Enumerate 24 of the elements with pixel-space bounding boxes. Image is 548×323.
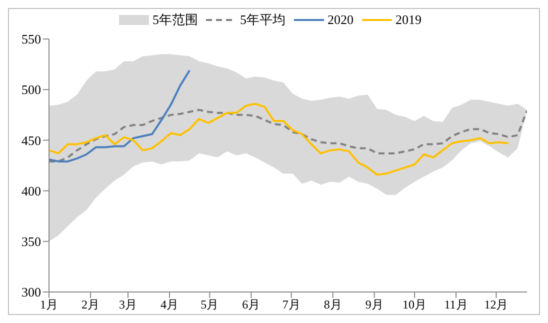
y-tick-label: 450 [22,132,41,148]
x-tick-label: 10月 [402,298,427,312]
legend-label: 5年平均 [240,11,286,29]
y-tick-label: 300 [22,284,41,300]
x-tick-label: 7月 [282,298,300,312]
y-tick-label: 500 [22,82,41,98]
x-tick-label: 5月 [200,298,219,312]
y-tick-label: 400 [22,183,41,198]
x-tick-label: 8月 [324,298,342,312]
x-tick-label: 12月 [484,298,508,312]
y-tick-label: 550 [22,32,41,47]
line-series [49,69,191,162]
x-tick-label: 1月 [40,298,58,312]
x-tick-label: 4月 [160,298,179,312]
x-tick-label: 6月 [242,298,260,312]
x-tick-label: 2月 [82,298,100,312]
legend-label: 2020 [328,12,354,28]
x-tick-label: 3月 [118,298,137,312]
legend-label: 2019 [396,12,422,28]
legend-label: 5年范围 [152,11,198,29]
x-tick-label: 9月 [365,298,384,312]
x-tick-label: 11月 [444,298,468,312]
line-series [49,102,510,176]
y-tick-label: 350 [22,234,41,250]
